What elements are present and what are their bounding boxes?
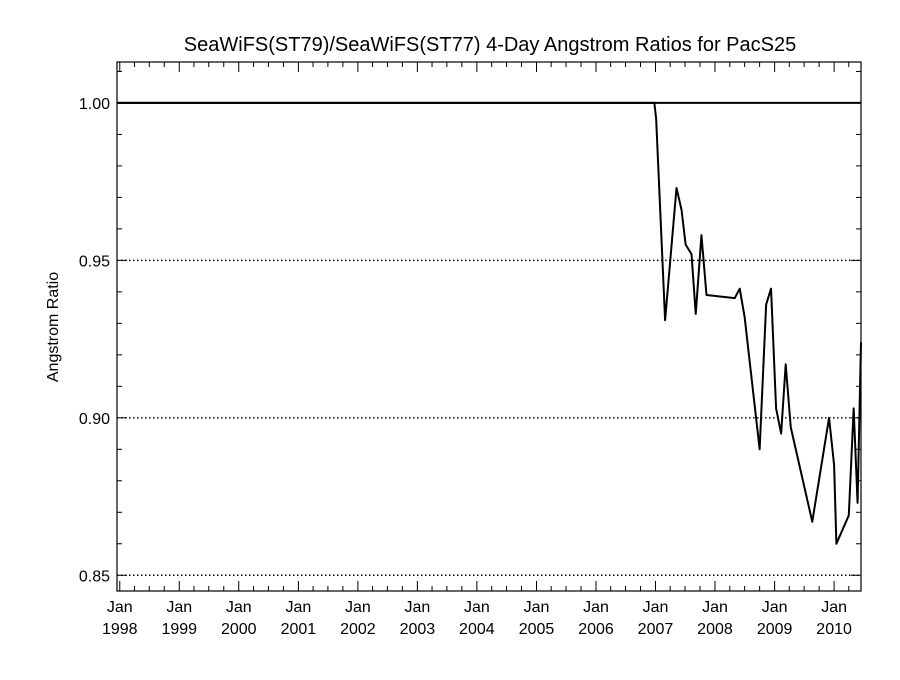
y-tick-label: 1.00 <box>79 96 110 113</box>
x-tick-label-month: Jan <box>107 599 133 616</box>
plot-area <box>117 101 862 545</box>
x-tick-label-year: 2001 <box>281 621 317 638</box>
y-tick-label: 0.90 <box>79 411 110 428</box>
x-tick-label-month: Jan <box>166 599 192 616</box>
axes: Jan 1998 Jan 1999 Jan 2000 Jan 2001 Jan 2002 Jan 20… <box>79 61 862 638</box>
x-tick-label-year: 2009 <box>757 621 793 638</box>
x-tick-label-year: 2010 <box>816 621 852 638</box>
x-tick-label-month: Jan <box>464 599 490 616</box>
x-tick-label-month: Jan <box>345 599 371 616</box>
x-tick-label-year: 2007 <box>638 621 674 638</box>
x-tick-label-year: 1998 <box>102 621 138 638</box>
x-tick-label-month: Jan <box>285 599 311 616</box>
series-line <box>117 101 862 545</box>
x-tick-label-month: Jan <box>821 599 847 616</box>
plot-frame <box>116 61 862 592</box>
x-tick-label-year: 2000 <box>221 621 257 638</box>
x-tick-label-month: Jan <box>762 599 788 616</box>
x-tick-label-month: Jan <box>524 599 550 616</box>
x-tick-label-month: Jan <box>643 599 669 616</box>
x-tick-label-month: Jan <box>702 599 728 616</box>
y-tick-label: 0.85 <box>79 568 110 585</box>
x-tick-label-year: 2005 <box>519 621 555 638</box>
x-tick-label-year: 2008 <box>697 621 733 638</box>
x-tick-label-year: 2004 <box>459 621 495 638</box>
x-tick-label-year: 2002 <box>340 621 376 638</box>
x-tick-label-month: Jan <box>226 599 252 616</box>
grid-lines <box>117 259 861 576</box>
y-axis-label: Angstrom Ratio <box>45 272 62 382</box>
chart-title: SeaWiFS(ST79)/SeaWiFS(ST77) 4-Day Angstr… <box>184 34 796 56</box>
x-tick-label-year: 2006 <box>578 621 614 638</box>
x-tick-label-month: Jan <box>404 599 430 616</box>
x-tick-label-year: 1999 <box>161 621 197 638</box>
x-tick-label-month: Jan <box>583 599 609 616</box>
x-tick-label-year: 2003 <box>400 621 436 638</box>
y-tick-label: 0.95 <box>79 253 110 270</box>
